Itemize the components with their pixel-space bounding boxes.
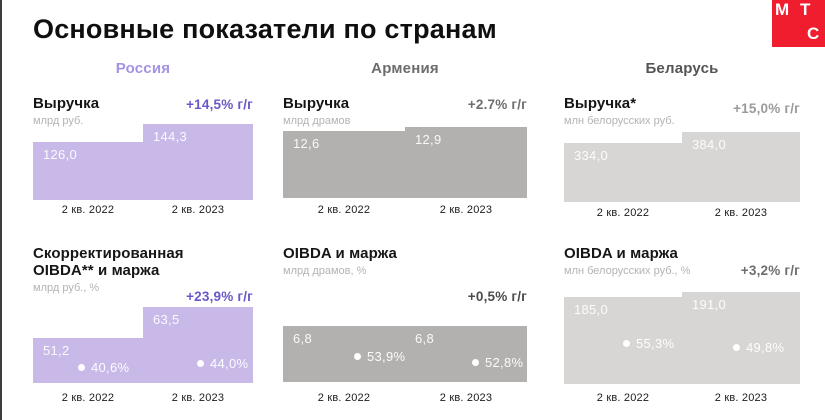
margin-value-label: 40,6% xyxy=(91,360,130,375)
x-axis-label: 2 кв. 2022 xyxy=(596,392,650,404)
column-header-armenia: Армения xyxy=(371,60,439,77)
chart-title-line1: Скорректированная xyxy=(33,245,184,262)
chart-belarus-oibda: OIBDA и маржа млн белорусских руб., % +3… xyxy=(564,245,800,410)
yoy-growth-label: +2.7% г/г xyxy=(467,97,527,112)
margin-value-label: 49,8% xyxy=(746,340,785,355)
bar-value-label: 185,0 xyxy=(574,302,609,317)
yoy-growth-label: +15,0% г/г xyxy=(733,101,800,116)
chart-title: Выручка* xyxy=(564,95,637,112)
margin-value-label: 53,9% xyxy=(367,349,406,364)
bar-value-label: 63,5 xyxy=(153,312,180,327)
yoy-growth-label: +3,2% г/г xyxy=(740,263,800,278)
margin-marker-2022: 53,9% xyxy=(354,349,405,364)
bar-value-label: 6,8 xyxy=(415,331,434,346)
margin-marker-2023: 44,0% xyxy=(197,356,248,371)
chart-unit-label: млн белорусских руб. xyxy=(564,115,675,127)
bar-value-label: 384,0 xyxy=(692,137,727,152)
margin-value-label: 52,8% xyxy=(485,355,524,370)
margin-dot-icon xyxy=(733,344,740,351)
margin-marker-2023: 49,8% xyxy=(733,340,784,355)
bar-value-label: 334,0 xyxy=(574,148,609,163)
x-axis-label: 2 кв. 2023 xyxy=(439,204,493,216)
column-header-russia: Россия xyxy=(115,60,171,77)
bar-2022: 185,0 xyxy=(564,297,682,384)
chart-unit-label: млрд руб., % xyxy=(33,282,100,294)
x-axis-label: 2 кв. 2023 xyxy=(439,392,493,404)
left-border-line xyxy=(0,0,2,420)
chart-belarus-revenue: Выручка* млн белорусских руб. +15,0% г/г… xyxy=(564,95,800,225)
column-header-belarus: Беларусь xyxy=(645,60,719,77)
margin-marker-2022: 55,3% xyxy=(623,336,674,351)
bar-value-label: 51,2 xyxy=(43,343,70,358)
margin-marker-2022: 40,6% xyxy=(78,360,129,375)
chart-russia-oibda: Скорректированная OIBDA** и маржа млрд р… xyxy=(33,245,253,410)
margin-value-label: 44,0% xyxy=(210,356,249,371)
bar-value-label: 6,8 xyxy=(293,331,312,346)
logo-letter-m: М xyxy=(775,0,790,19)
bar-2022: 126,0 xyxy=(33,142,143,200)
mts-logo: М Т С xyxy=(772,0,825,47)
bar-value-label: 12,9 xyxy=(415,132,442,147)
margin-value-label: 55,3% xyxy=(636,336,675,351)
bar-2023: 6,8 xyxy=(405,326,527,382)
bar-2023: 63,5 xyxy=(143,307,253,383)
chart-unit-label: млрд драмов, % xyxy=(283,265,367,277)
x-axis-label: 2 кв. 2023 xyxy=(171,204,225,216)
x-axis-label: 2 кв. 2023 xyxy=(714,207,768,219)
bar-2023: 384,0 xyxy=(682,132,800,202)
bar-2022: 12,6 xyxy=(283,131,405,198)
bar-2022: 51,2 xyxy=(33,338,143,383)
bar-2022: 6,8 xyxy=(283,326,405,382)
chart-title: Выручка xyxy=(283,95,350,112)
x-axis-label: 2 кв. 2022 xyxy=(61,204,115,216)
page-title: Основные показатели по странам xyxy=(33,14,497,44)
margin-dot-icon xyxy=(623,340,630,347)
chart-unit-label: млрд драмов xyxy=(283,115,351,127)
x-axis-label: 2 кв. 2022 xyxy=(596,207,650,219)
chart-armenia-revenue: Выручка млрд драмов +2.7% г/г 12,6 12,9 … xyxy=(283,95,527,225)
yoy-growth-label: +23,9% г/г xyxy=(186,289,253,304)
margin-dot-icon xyxy=(354,353,361,360)
margin-dot-icon xyxy=(197,360,204,367)
chart-title: OIBDA и маржа xyxy=(283,245,397,262)
yoy-growth-label: +0,5% г/г xyxy=(467,289,527,304)
x-axis-label: 2 кв. 2022 xyxy=(317,204,371,216)
logo-letter-s: С xyxy=(807,24,820,43)
chart-armenia-oibda: OIBDA и маржа млрд драмов, % +0,5% г/г 6… xyxy=(283,245,527,410)
x-axis-label: 2 кв. 2023 xyxy=(171,392,225,404)
bar-2023: 144,3 xyxy=(143,124,253,200)
chart-title: Выручка xyxy=(33,95,100,112)
bar-value-label: 144,3 xyxy=(153,129,188,144)
logo-letter-t: Т xyxy=(800,0,811,19)
x-axis-label: 2 кв. 2022 xyxy=(317,392,371,404)
bar-value-label: 191,0 xyxy=(692,297,727,312)
chart-title-line2: OIBDA** и маржа xyxy=(33,262,160,279)
chart-russia-revenue: Выручка млрд руб. +14,5% г/г 126,0 144,3… xyxy=(33,95,253,225)
chart-title: OIBDA и маржа xyxy=(564,245,678,262)
chart-unit-label: млрд руб. xyxy=(33,115,84,127)
bar-value-label: 12,6 xyxy=(293,136,320,151)
bar-2023: 191,0 xyxy=(682,292,800,384)
margin-dot-icon xyxy=(78,364,85,371)
chart-unit-label: млн белорусских руб., % xyxy=(564,265,691,277)
bar-value-label: 126,0 xyxy=(43,147,78,162)
bar-2022: 334,0 xyxy=(564,143,682,202)
x-axis-label: 2 кв. 2022 xyxy=(61,392,115,404)
margin-dot-icon xyxy=(472,359,479,366)
bar-2023: 12,9 xyxy=(405,127,527,198)
margin-marker-2023: 52,8% xyxy=(472,355,523,370)
x-axis-label: 2 кв. 2023 xyxy=(714,392,768,404)
yoy-growth-label: +14,5% г/г xyxy=(186,97,253,112)
